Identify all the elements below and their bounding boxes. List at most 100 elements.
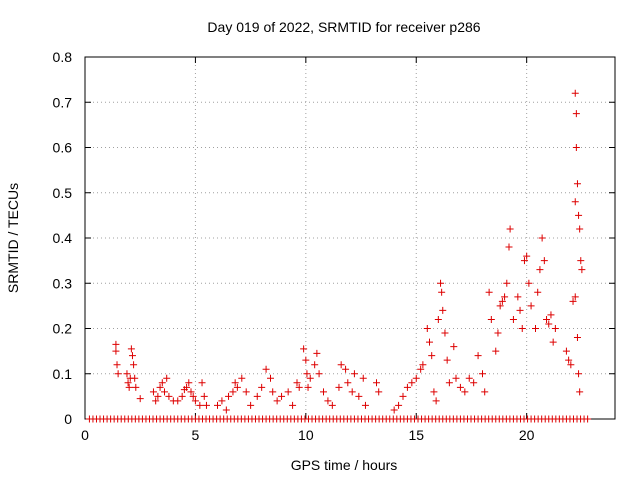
y-tick-label: 0.6	[53, 140, 73, 156]
data-point	[430, 388, 438, 396]
data-point	[361, 401, 369, 409]
data-point	[549, 338, 557, 346]
data-point	[112, 347, 120, 355]
data-point	[487, 315, 495, 323]
data-point	[434, 315, 442, 323]
data-point	[516, 306, 524, 314]
data-point	[399, 392, 407, 400]
data-point	[573, 180, 581, 188]
data-point	[543, 315, 551, 323]
data-point	[534, 288, 542, 296]
data-point	[218, 397, 226, 405]
data-point	[562, 347, 570, 355]
data-point	[503, 279, 511, 287]
data-point	[273, 397, 281, 405]
data-point	[189, 392, 197, 400]
data-point	[130, 361, 138, 369]
data-point	[532, 325, 539, 332]
data-point	[496, 302, 504, 310]
data-point	[423, 325, 431, 332]
data-point	[571, 293, 579, 301]
data-point	[242, 388, 250, 396]
data-point	[233, 383, 241, 391]
data-point	[136, 395, 144, 403]
data-point	[390, 406, 398, 414]
data-point	[258, 383, 266, 391]
data-point	[114, 370, 122, 378]
data-point	[202, 401, 210, 409]
data-point	[163, 374, 171, 382]
data-point	[154, 392, 162, 400]
data-point	[419, 361, 427, 369]
data-point	[359, 374, 367, 382]
data-point	[514, 293, 522, 301]
data-point	[214, 401, 221, 409]
data-point	[335, 383, 343, 391]
data-point	[395, 401, 403, 409]
data-point	[576, 388, 584, 396]
data-point	[525, 279, 533, 287]
data-point	[350, 370, 358, 378]
data-point	[461, 388, 469, 396]
data-point	[302, 356, 310, 364]
data-point	[306, 374, 314, 382]
data-point	[112, 340, 120, 348]
data-point	[536, 266, 544, 274]
data-point	[183, 383, 191, 391]
data-point	[417, 365, 425, 373]
data-point	[479, 370, 486, 378]
data-point	[269, 388, 277, 396]
data-point	[439, 306, 447, 314]
data-point	[247, 401, 255, 409]
data-point	[191, 397, 199, 405]
data-point	[124, 379, 132, 387]
data-point	[572, 110, 580, 118]
data-point	[408, 379, 416, 387]
data-point	[178, 392, 186, 400]
data-points	[85, 89, 592, 423]
data-point	[426, 338, 433, 346]
data-point	[284, 388, 292, 396]
x-tick-label: 10	[298, 427, 314, 443]
y-tick-label: 0.5	[53, 185, 73, 201]
data-point	[527, 302, 535, 310]
data-point	[509, 315, 517, 323]
data-point	[348, 388, 356, 396]
data-point	[229, 388, 237, 396]
data-point	[293, 379, 301, 387]
data-point	[571, 198, 579, 206]
data-point	[289, 401, 297, 409]
y-tick-label: 0.3	[53, 275, 73, 291]
y-tick-label: 0.7	[53, 94, 73, 110]
data-point	[253, 392, 261, 400]
data-point	[313, 349, 321, 357]
x-tick-label: 20	[519, 427, 535, 443]
data-point	[156, 383, 164, 391]
data-point	[161, 388, 168, 396]
data-point	[573, 334, 581, 342]
data-point	[131, 374, 139, 382]
data-point	[320, 388, 327, 396]
data-point	[498, 297, 506, 305]
data-point	[505, 243, 513, 251]
data-point	[437, 279, 445, 287]
data-point	[474, 352, 482, 360]
data-point	[315, 370, 323, 378]
data-point	[123, 370, 131, 378]
data-point	[196, 401, 204, 409]
data-point	[311, 361, 319, 369]
data-point	[342, 365, 350, 373]
data-point	[492, 347, 500, 355]
data-point	[540, 257, 548, 265]
data-point	[584, 415, 592, 423]
data-point	[344, 379, 352, 387]
data-point	[128, 352, 136, 360]
data-point	[300, 345, 308, 353]
data-point	[523, 252, 531, 260]
x-axis-label: GPS time / hours	[291, 457, 398, 473]
data-point	[441, 329, 449, 337]
data-point	[572, 144, 580, 151]
data-point	[125, 383, 133, 391]
